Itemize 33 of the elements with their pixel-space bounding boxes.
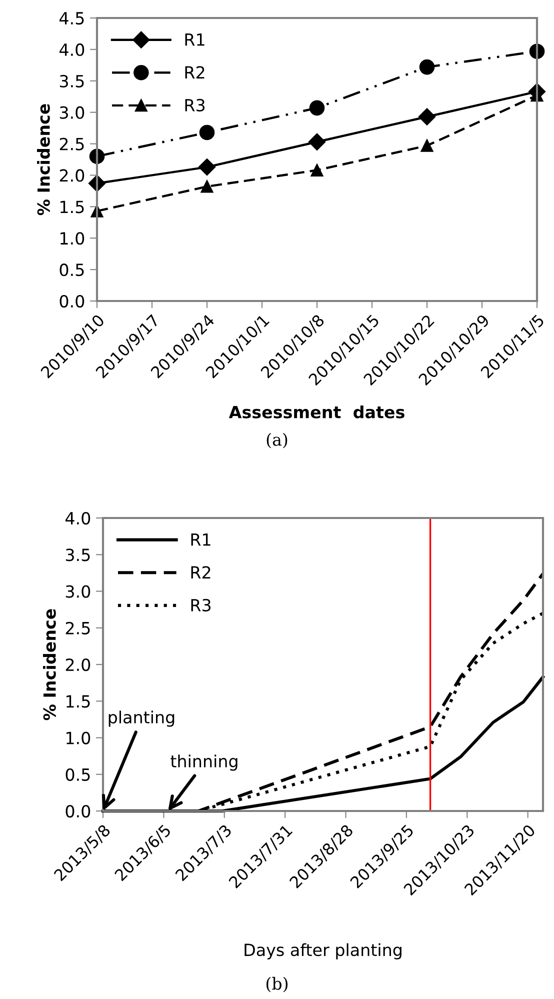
x-axis-title: Days after planting — [244, 943, 402, 960]
x-axis-title: Assessment dates — [228, 406, 404, 418]
y-tick-label: 3.5 — [60, 74, 84, 88]
y-axis-title: % Incidence — [37, 104, 50, 216]
annotation: planting — [108, 710, 174, 727]
y-tick-label: 4.0 — [60, 43, 84, 56]
y-tick-label: 0.0 — [66, 804, 90, 818]
y-tick-label: 2.5 — [60, 138, 84, 150]
legend-label: R3 — [191, 598, 211, 612]
y-tick-label: 1.0 — [66, 732, 90, 744]
y-tick-label: 0.0 — [60, 294, 84, 308]
legend-label: R1 — [185, 34, 204, 46]
y-tick-label: 3.0 — [66, 585, 90, 598]
legend-label: R2 — [185, 66, 204, 78]
y-tick-label: 4.0 — [66, 512, 90, 525]
y-tick-label: 4.5 — [60, 12, 84, 25]
y-tick-label: 2.5 — [66, 622, 90, 634]
y-tick-label: 1.5 — [66, 695, 90, 708]
y-tick-label: 3.0 — [60, 106, 84, 119]
y-tick-label: 0.5 — [60, 264, 84, 276]
y-tick-label: 2.0 — [60, 169, 84, 182]
y-axis-title: % Incidence — [43, 609, 56, 720]
legend-label: R1 — [191, 534, 210, 546]
legend-label: R3 — [185, 98, 205, 112]
text: (a) — [266, 432, 288, 448]
y-tick-label: 1.5 — [60, 200, 84, 214]
y-tick-label: 3.5 — [66, 548, 90, 562]
annotation: thinning — [170, 754, 238, 771]
y-tick-label: 2.0 — [66, 658, 90, 672]
text: (b) — [266, 976, 288, 992]
y-tick-label: 1.0 — [60, 232, 84, 245]
legend-label: R2 — [191, 566, 210, 578]
y-tick-label: 0.5 — [66, 768, 90, 781]
